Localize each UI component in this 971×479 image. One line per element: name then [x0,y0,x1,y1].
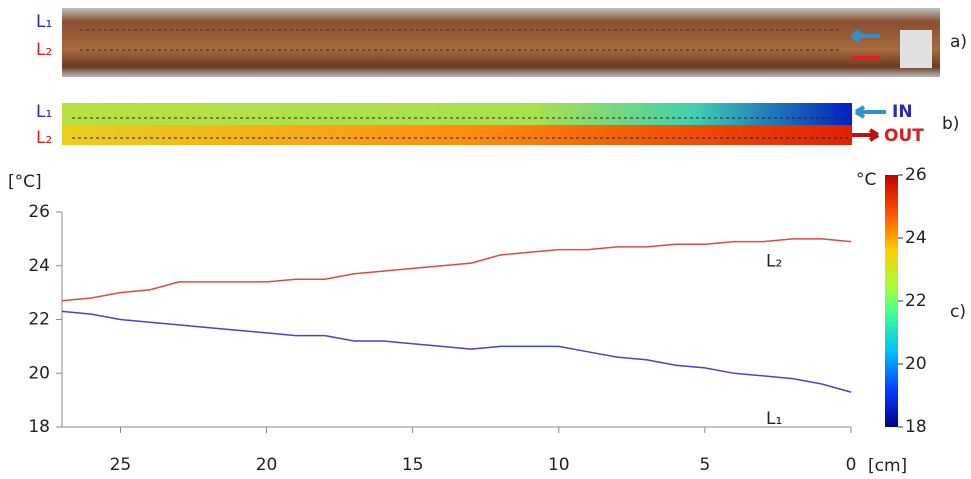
x-tick-label: 20 [256,455,278,475]
arrow-out [852,128,880,142]
colorbar-tick-label: 20 [905,354,927,374]
inlet-label: IN [892,102,913,122]
series-line [61,238,852,302]
colorbar-tick-label: 22 [905,291,927,311]
photo [62,8,940,77]
line-label: L₁ [36,12,52,32]
y-tick-label: 22 [28,310,50,330]
colorbar-label: °C [856,170,876,190]
x-tick-label: 15 [402,455,424,475]
connector [900,30,932,68]
x-axis-label: [cm] [868,456,907,476]
colorbar-tick-label: 24 [905,228,927,248]
y-axis-label: [°C] [8,172,42,192]
series-line [61,310,852,393]
colorbar-tick-label: 26 [905,165,927,185]
y-tick-label: 24 [28,256,50,276]
x-tick-label: 0 [846,455,857,475]
panel-label: b) [942,114,959,134]
arrow-in [854,105,886,119]
y-tick-label: 20 [28,363,50,383]
series-label: L₁ [766,409,782,429]
line-label: L₁ [36,102,52,122]
x-tick-label: 10 [548,455,570,475]
panel-label: c) [950,302,966,322]
arrow-in [850,29,880,43]
y-tick-label: 26 [28,202,50,222]
series-label: L₂ [766,252,782,272]
colorbar [885,175,898,427]
panel-label: a) [950,32,967,52]
x-tick-label: 5 [699,455,710,475]
line-label: L₂ [36,128,52,148]
outlet-label: OUT [884,126,924,146]
thermal-bottom [62,125,852,145]
line-label: L₂ [36,40,52,60]
x-tick-label: 25 [110,455,132,475]
y-tick-label: 18 [28,417,50,437]
colorbar-tick-label: 18 [905,417,927,437]
thermal-top [62,103,852,125]
